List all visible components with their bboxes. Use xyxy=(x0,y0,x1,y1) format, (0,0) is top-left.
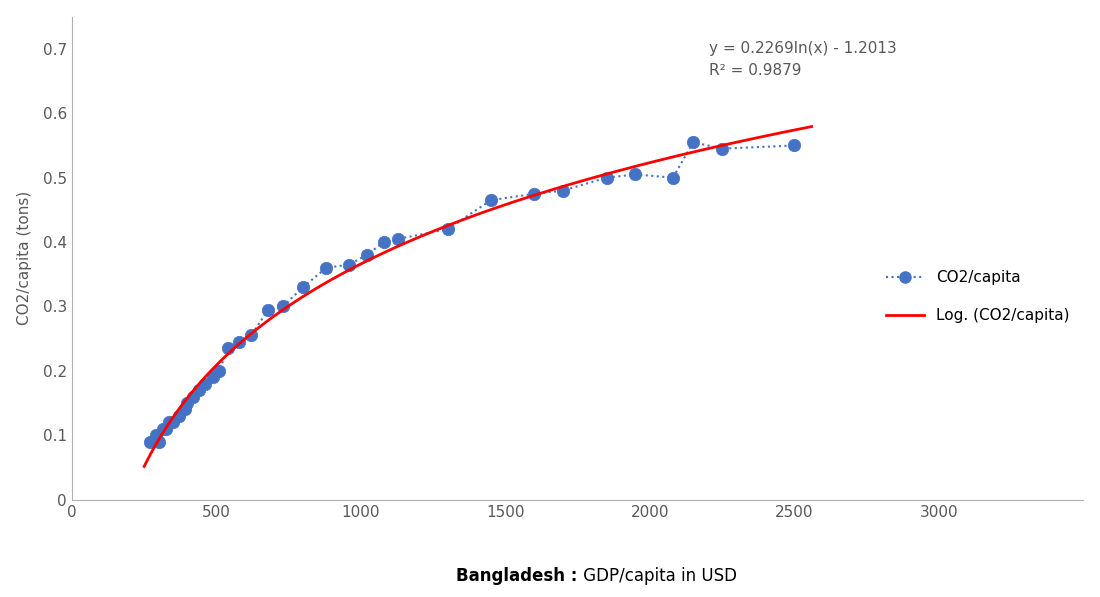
Text: GDP/capita in USD: GDP/capita in USD xyxy=(578,567,737,585)
Point xyxy=(205,373,222,382)
Point xyxy=(210,366,228,376)
Point xyxy=(164,417,182,427)
Point xyxy=(684,137,702,147)
Point xyxy=(389,234,407,244)
Point xyxy=(627,170,645,179)
Point xyxy=(231,337,249,347)
Point xyxy=(150,437,167,447)
Point xyxy=(358,250,375,260)
Point xyxy=(178,398,196,408)
Point xyxy=(554,186,572,195)
Point xyxy=(785,141,803,150)
Point xyxy=(664,173,682,183)
Point xyxy=(375,237,393,247)
Text: Bangladesh :: Bangladesh : xyxy=(456,567,578,585)
Point xyxy=(341,260,359,269)
Point xyxy=(154,424,172,433)
Point xyxy=(597,173,615,183)
Point xyxy=(274,301,292,311)
Point xyxy=(147,430,165,440)
Point xyxy=(318,263,336,273)
Legend: CO2/capita, Log. (CO2/capita): CO2/capita, Log. (CO2/capita) xyxy=(880,264,1076,330)
Point xyxy=(185,392,202,401)
Point xyxy=(439,224,456,234)
Point xyxy=(157,424,175,433)
Y-axis label: CO2/capita (tons): CO2/capita (tons) xyxy=(16,191,32,325)
Point xyxy=(260,305,277,315)
Point xyxy=(526,189,543,199)
Point xyxy=(482,195,499,205)
Point xyxy=(190,386,208,395)
Point xyxy=(219,343,236,353)
Point xyxy=(176,405,194,414)
Point xyxy=(196,379,213,389)
Point xyxy=(141,437,158,447)
Point xyxy=(713,144,730,153)
Text: y = 0.2269ln(x) - 1.2013
R² = 0.9879: y = 0.2269ln(x) - 1.2013 R² = 0.9879 xyxy=(710,41,896,78)
Point xyxy=(170,411,188,421)
Point xyxy=(160,417,177,427)
Point xyxy=(242,331,260,340)
Point xyxy=(295,282,312,292)
